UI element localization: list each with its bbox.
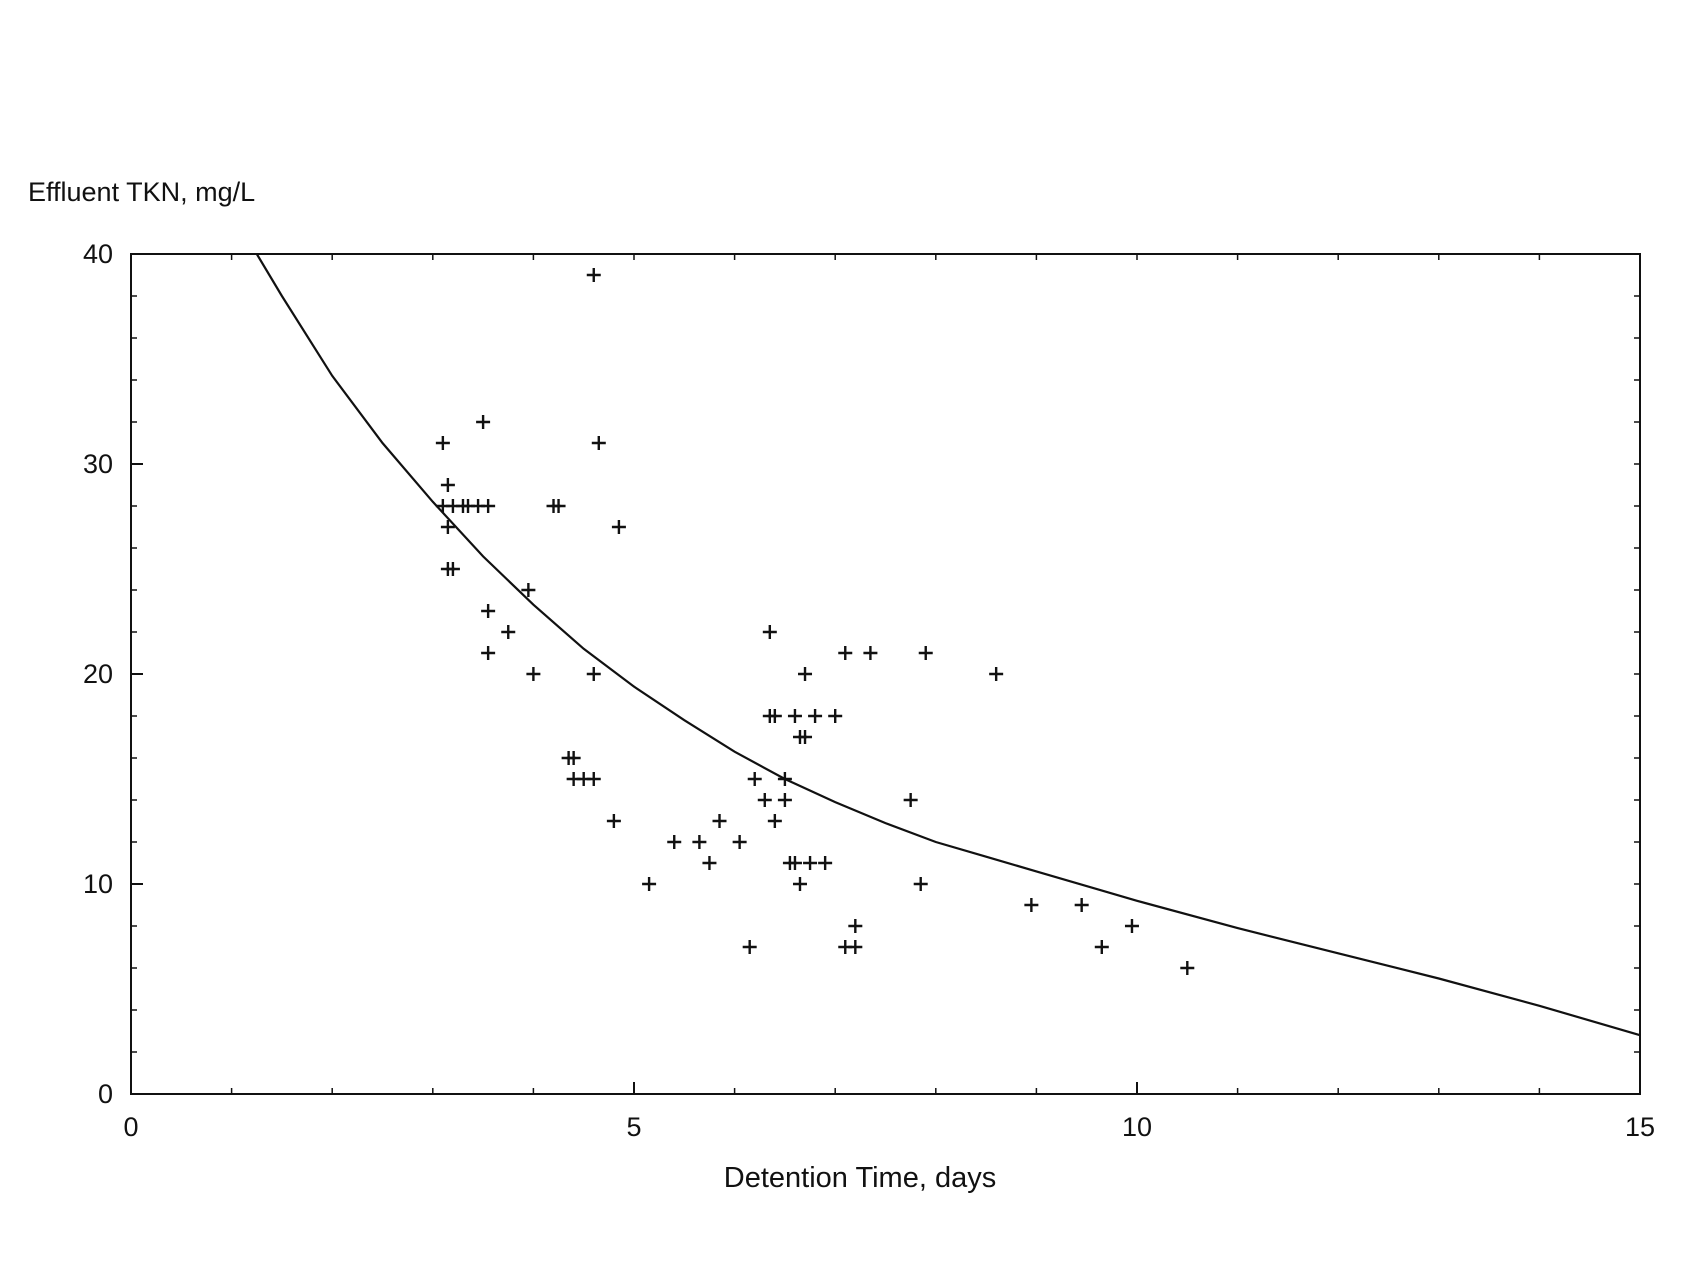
data-point — [803, 856, 818, 870]
x-tick-label: 10 — [1122, 1112, 1152, 1142]
data-point — [481, 604, 496, 618]
y-tick-label: 30 — [83, 449, 113, 479]
data-point — [586, 772, 601, 786]
data-point — [742, 940, 757, 954]
data-point — [642, 877, 657, 891]
data-point — [435, 436, 450, 450]
data-point — [521, 583, 536, 597]
data-point — [606, 814, 621, 828]
data-point — [692, 835, 707, 849]
data-point — [762, 625, 777, 639]
x-axis-label: Detention Time, days — [724, 1162, 996, 1194]
data-point — [476, 415, 491, 429]
data-point — [838, 646, 853, 660]
data-point — [702, 856, 717, 870]
data-point — [481, 646, 496, 660]
data-point — [551, 499, 566, 513]
y-tick-label: 20 — [83, 659, 113, 689]
data-point — [918, 646, 933, 660]
data-point — [913, 877, 928, 891]
data-point — [1024, 898, 1039, 912]
y-axis-label: Effluent TKN, mg/L — [28, 177, 255, 207]
data-point-group — [435, 268, 1195, 975]
data-point — [777, 772, 792, 786]
data-point — [798, 667, 813, 681]
x-tick-label: 0 — [123, 1112, 138, 1142]
data-point — [863, 646, 878, 660]
data-point — [1180, 961, 1195, 975]
data-point — [798, 730, 813, 744]
data-point — [1124, 919, 1139, 933]
x-tick-label: 15 — [1625, 1112, 1655, 1142]
data-point — [777, 793, 792, 807]
data-point — [440, 478, 455, 492]
data-point — [818, 856, 833, 870]
data-point — [767, 709, 782, 723]
data-point — [747, 772, 762, 786]
data-point — [440, 520, 455, 534]
tick-group: 0 5 10 15 0 10 20 30 40 — [83, 239, 1655, 1142]
data-point — [848, 940, 863, 954]
data-point — [667, 835, 682, 849]
data-point — [445, 562, 460, 576]
data-point — [732, 835, 747, 849]
data-point — [787, 709, 802, 723]
data-point — [586, 667, 601, 681]
data-point — [591, 436, 606, 450]
y-tick-label: 0 — [98, 1079, 113, 1109]
data-point — [586, 268, 601, 282]
data-point — [787, 856, 802, 870]
data-point — [1074, 898, 1089, 912]
y-tick-label: 10 — [83, 869, 113, 899]
y-tick-label: 40 — [83, 239, 113, 269]
data-point — [712, 814, 727, 828]
data-point — [808, 709, 823, 723]
data-point — [501, 625, 516, 639]
data-point — [792, 877, 807, 891]
data-point — [611, 520, 626, 534]
data-point — [526, 667, 541, 681]
data-point — [481, 499, 496, 513]
data-point — [903, 793, 918, 807]
data-point — [828, 709, 843, 723]
data-point — [1094, 940, 1109, 954]
data-point — [757, 793, 772, 807]
data-point — [767, 814, 782, 828]
data-point — [989, 667, 1004, 681]
data-point — [848, 919, 863, 933]
data-point — [566, 751, 581, 765]
x-tick-label: 5 — [626, 1112, 641, 1142]
